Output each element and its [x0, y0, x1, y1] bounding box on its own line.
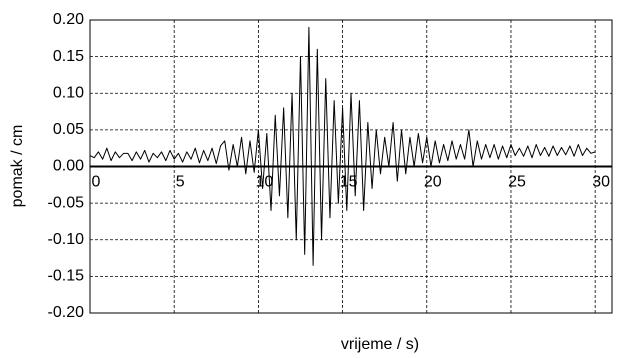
- x-tick-label: 15: [340, 174, 358, 191]
- y-tick-label: -0.10: [48, 231, 85, 248]
- y-tick-label: 0.05: [53, 121, 84, 138]
- y-tick-label: -0.05: [48, 194, 85, 211]
- x-tick-label: 20: [424, 174, 442, 191]
- y-tick-label: -0.20: [48, 304, 85, 321]
- x-tick-label: 30: [592, 174, 610, 191]
- x-tick-label: 5: [176, 174, 185, 191]
- y-axis-title: pomak / cm: [9, 125, 26, 208]
- x-tick-label: 0: [92, 174, 101, 191]
- y-tick-label: -0.15: [48, 268, 85, 285]
- x-tick-label: 10: [255, 174, 273, 191]
- y-tick-label: 0.00: [53, 158, 84, 175]
- data-line: [89, 26, 596, 266]
- x-axis-title: vrijeme / s): [341, 336, 419, 353]
- y-tick-label: 0.15: [53, 48, 84, 65]
- x-tick-label: 25: [508, 174, 526, 191]
- y-tick-label: 0.20: [53, 11, 84, 28]
- y-tick-label: 0.10: [53, 84, 84, 101]
